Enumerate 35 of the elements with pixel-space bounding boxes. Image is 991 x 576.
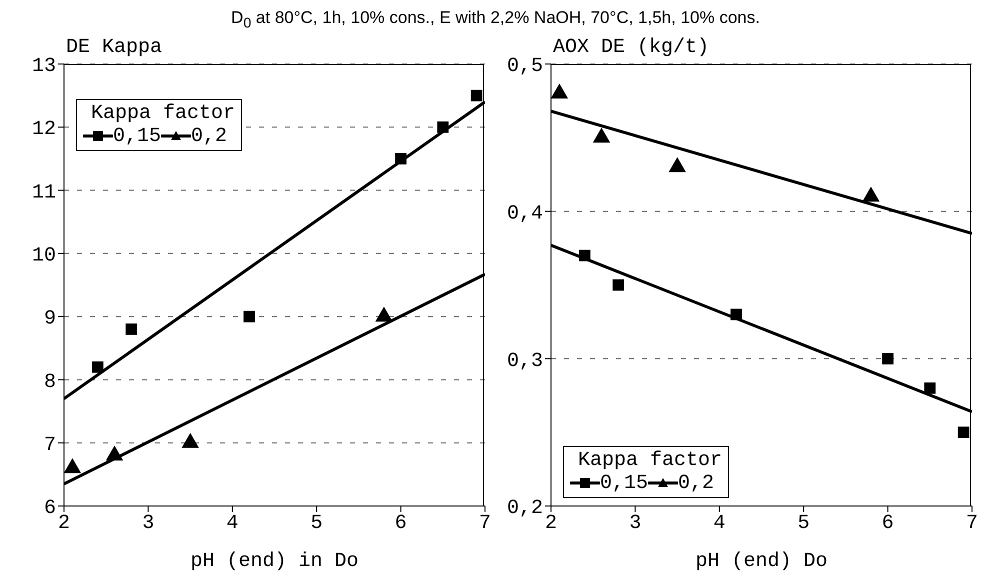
- x-tick-label: 4: [226, 512, 238, 536]
- x-tick-label: 3: [629, 512, 642, 536]
- y-axis-title: DE Kappa: [66, 36, 162, 59]
- legend-label: 0,2: [677, 472, 714, 495]
- chart-title: D$_{0}$ at 80°C, 1h, 10% cons., E with 2,2% NaOH, 70°C, 1,5h, 10% cons.: [230, 8, 761, 32]
- x-axis-title: pH (end) Do: [695, 550, 828, 573]
- x-tick-label: 3: [142, 512, 154, 536]
- legend-title: Kappa factor: [90, 102, 236, 125]
- x-tick-label: 5: [798, 512, 810, 536]
- y-tick-label: 0,3: [506, 350, 543, 373]
- x-tick-label: 7: [966, 512, 978, 536]
- y-tick-label: 13: [32, 55, 56, 78]
- x-axis-title: pH (end) in Do: [190, 550, 359, 573]
- legend-label: 0,15: [599, 472, 648, 495]
- y-tick-label: 7: [44, 434, 56, 457]
- x-tick-label: 6: [394, 512, 407, 536]
- y-tick-label: 11: [32, 181, 56, 204]
- x-tick-label: 2: [58, 512, 70, 536]
- y-tick-label: 12: [32, 118, 56, 142]
- x-tick-label: 4: [713, 512, 726, 536]
- x-tick-label: 5: [310, 512, 323, 536]
- y-tick-label: 0,2: [506, 497, 543, 520]
- y-tick-label: 6: [44, 497, 56, 520]
- y-tick-label: 9: [44, 308, 56, 331]
- y-axis-title: AOX DE (kg/t): [553, 36, 710, 59]
- x-tick-label: 2: [544, 512, 558, 536]
- y-tick-label: 10: [32, 244, 56, 268]
- y-tick-label: 0,5: [506, 55, 543, 78]
- y-tick-label: 0,4: [506, 202, 543, 226]
- x-tick-label: 7: [478, 512, 492, 536]
- x-tick-label: 6: [882, 512, 894, 536]
- legend-label: 0,2: [190, 125, 228, 148]
- legend-title: Kappa factor: [577, 449, 722, 472]
- y-tick-label: 8: [44, 370, 56, 394]
- legend-label: 0,15: [112, 125, 162, 148]
